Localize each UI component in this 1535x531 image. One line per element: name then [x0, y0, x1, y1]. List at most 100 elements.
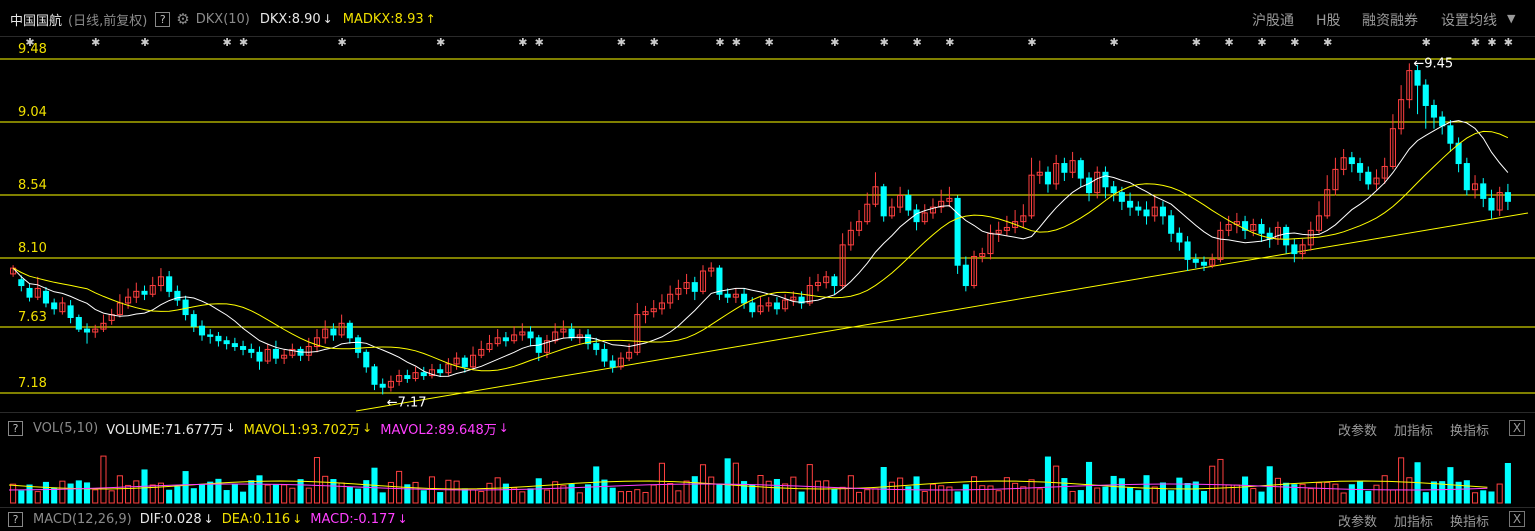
- volume-bar: [1398, 457, 1405, 504]
- event-star-icon[interactable]: ✱: [1487, 36, 1496, 49]
- event-star-icon[interactable]: ✱: [1257, 36, 1266, 49]
- event-star-icon[interactable]: ✱: [1290, 36, 1299, 49]
- event-star-icon[interactable]: ✱: [1225, 36, 1234, 49]
- price-level-label: 8.54: [18, 178, 47, 193]
- volume-bar: [1365, 490, 1372, 504]
- volume-switch-indicator-button[interactable]: 换指标: [1450, 424, 1490, 439]
- candle-down: [207, 334, 214, 337]
- volume-bar: [92, 489, 99, 504]
- event-star-icon[interactable]: ✱: [765, 36, 774, 49]
- candle-up: [560, 328, 567, 333]
- event-star-icon[interactable]: ✱: [650, 36, 659, 49]
- event-star-icon[interactable]: ✱: [1422, 36, 1431, 49]
- volume-bar: [1094, 487, 1101, 504]
- event-star-icon[interactable]: ✱: [1192, 36, 1201, 49]
- candle-down: [1291, 244, 1298, 255]
- volume-bar: [847, 475, 854, 504]
- menu-hk-connect[interactable]: 沪股通: [1252, 13, 1294, 29]
- candle-up: [322, 328, 329, 339]
- macd-close-icon[interactable]: X: [1509, 511, 1525, 527]
- candle-up: [396, 375, 403, 382]
- event-star-icon[interactable]: ✱: [1323, 36, 1332, 49]
- high-price-label: ←9.45: [1413, 56, 1453, 71]
- event-star-icon[interactable]: ✱: [1027, 36, 1036, 49]
- event-star-icon[interactable]: ✱: [518, 36, 527, 49]
- event-star-icon[interactable]: ✱: [1504, 36, 1513, 49]
- volume-bar: [1299, 483, 1306, 504]
- volume-bar: [1176, 477, 1183, 504]
- volume-bar: [790, 476, 797, 504]
- event-star-icon[interactable]: ✱: [91, 36, 100, 49]
- volume-change-params-button[interactable]: 改参数: [1338, 424, 1378, 439]
- event-star-icon[interactable]: ✱: [715, 36, 724, 49]
- stock-name[interactable]: 中国国航: [10, 13, 63, 29]
- candle-up: [281, 354, 288, 359]
- volume-bar: [149, 484, 156, 504]
- macd-indicator-name[interactable]: MACD(12,26,9): [33, 511, 132, 527]
- event-star-icon[interactable]: ✱: [338, 36, 347, 49]
- volume-close-icon[interactable]: X: [1509, 420, 1525, 436]
- volume-bar: [1184, 483, 1191, 504]
- candle-up: [806, 285, 813, 304]
- period-info: (日线,前复权): [68, 13, 148, 29]
- candle-up: [642, 311, 649, 316]
- help-button[interactable]: ?: [155, 11, 171, 27]
- event-star-icon[interactable]: ✱: [732, 36, 741, 49]
- event-star-icon[interactable]: ✱: [239, 36, 248, 49]
- macd-change-params-button[interactable]: 改参数: [1338, 515, 1378, 530]
- candle-up: [897, 195, 904, 208]
- volume-bar: [1250, 488, 1257, 504]
- volume-bar: [1053, 465, 1060, 504]
- volume-bar: [133, 480, 140, 504]
- volume-bar: [880, 467, 887, 504]
- menu-ma-settings[interactable]: 设置均线: [1441, 13, 1497, 29]
- candle-down: [256, 351, 263, 362]
- candle-down: [502, 337, 509, 342]
- event-star-icon[interactable]: ✱: [25, 36, 34, 49]
- candle-down: [1200, 261, 1208, 266]
- mavol1-line: [8, 480, 1488, 490]
- event-star-icon[interactable]: ✱: [1110, 36, 1119, 49]
- indicator-name[interactable]: DKX(10): [195, 11, 250, 27]
- candle-up: [313, 337, 321, 348]
- candle-up: [617, 357, 624, 368]
- event-star-icon[interactable]: ✱: [945, 36, 954, 49]
- volume-bar: [461, 488, 468, 504]
- candle-down: [223, 340, 230, 345]
- menu-margin-trading[interactable]: 融资融券: [1362, 13, 1418, 29]
- macd-switch-indicator-button[interactable]: 换指标: [1450, 515, 1490, 530]
- trend-line: [355, 212, 1529, 412]
- candle-up: [979, 253, 986, 257]
- event-star-icon[interactable]: ✱: [436, 36, 445, 49]
- event-star-icon[interactable]: ✱: [140, 36, 149, 49]
- event-star-icon[interactable]: ✱: [535, 36, 544, 49]
- event-star-icon[interactable]: ✱: [1471, 36, 1480, 49]
- madkx-line: [12, 130, 1509, 372]
- volume-bar: [108, 490, 115, 504]
- price-level-label: 9.04: [18, 105, 47, 120]
- volume-bar: [806, 464, 813, 504]
- menu-h-share[interactable]: H股: [1316, 13, 1341, 29]
- volume-indicator-name[interactable]: VOL(5,10): [33, 420, 99, 436]
- gear-icon[interactable]: ⚙: [176, 10, 190, 28]
- candle-up: [387, 380, 394, 388]
- event-star-icon[interactable]: ✱: [912, 36, 921, 49]
- event-star-icon[interactable]: ✱: [223, 36, 232, 49]
- volume-add-indicator-button[interactable]: 加指标: [1394, 424, 1434, 439]
- volume-bar: [593, 466, 600, 504]
- event-star-icon[interactable]: ✱: [830, 36, 839, 49]
- event-star-icon[interactable]: ✱: [880, 36, 889, 49]
- volume-help-button[interactable]: ?: [8, 420, 23, 436]
- candle-down: [272, 348, 279, 359]
- candle-down: [1118, 192, 1125, 202]
- volume-bar: [67, 483, 74, 504]
- volume-bar: [642, 491, 649, 504]
- volume-bar: [231, 484, 238, 504]
- macd-help-button[interactable]: ?: [8, 511, 23, 527]
- macd-add-indicator-button[interactable]: 加指标: [1394, 515, 1434, 530]
- candle-down: [584, 334, 592, 345]
- event-star-icon[interactable]: ✱: [617, 36, 626, 49]
- candle-down: [248, 348, 255, 353]
- dropdown-arrow-icon[interactable]: ▼: [1507, 12, 1516, 25]
